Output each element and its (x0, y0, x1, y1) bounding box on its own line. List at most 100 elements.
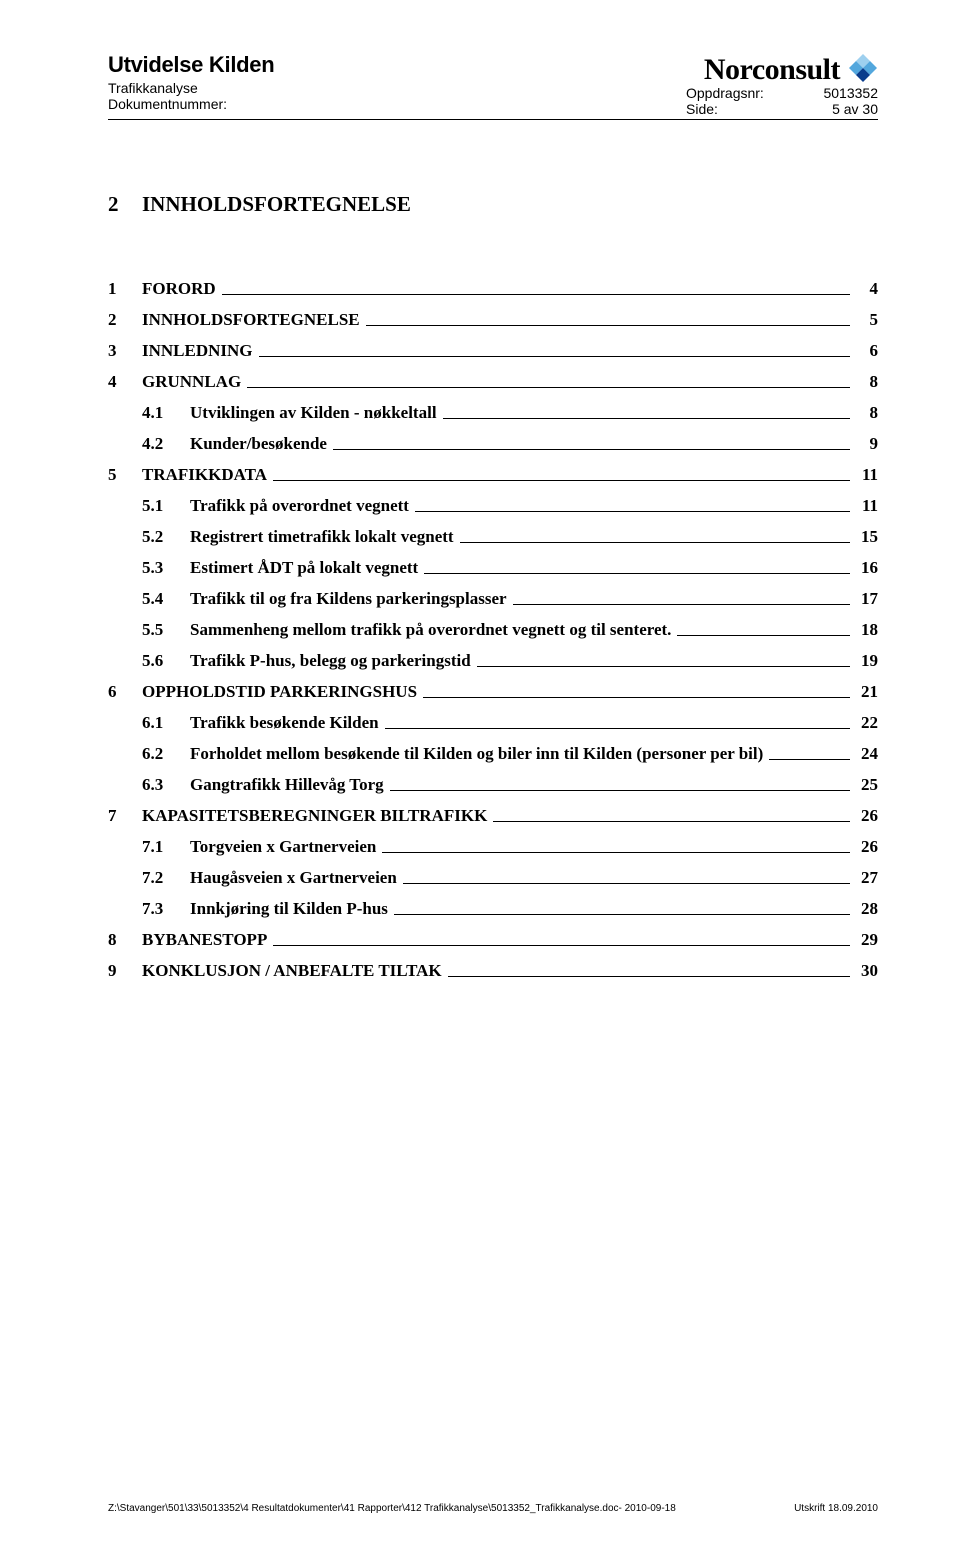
toc-label: Forholdet mellom besøkende til Kilden og… (190, 744, 769, 764)
toc-number: 5.2 (142, 527, 190, 547)
toc-leader (273, 480, 850, 481)
toc-number: 6.2 (142, 744, 190, 764)
toc-number: 5.1 (142, 496, 190, 516)
toc-leader (493, 821, 850, 822)
header-left: Utvidelse Kilden Trafikkanalyse Dokument… (108, 52, 274, 112)
toc-leader (460, 542, 850, 543)
toc-leader (403, 883, 850, 884)
toc-heading-number: 2 (108, 192, 142, 217)
toc-leader (424, 573, 850, 574)
toc-page-number: 21 (854, 682, 878, 702)
toc-number: 7.3 (142, 899, 190, 919)
toc-row: 5TRAFIKKDATA 11 (108, 465, 878, 485)
toc-leader (443, 418, 850, 419)
toc-row: 6.3Gangtrafikk Hillevåg Torg25 (142, 775, 878, 795)
toc-leader (448, 976, 850, 977)
toc-label: Innkjøring til Kilden P-hus (190, 899, 394, 919)
toc-number: 6 (108, 682, 142, 702)
toc-page-number: 11 (854, 465, 878, 485)
toc-number: 5.3 (142, 558, 190, 578)
toc-row: 9KONKLUSJON / ANBEFALTE TILTAK30 (108, 961, 878, 981)
toc-leader (259, 356, 850, 357)
toc-number: 5.6 (142, 651, 190, 671)
toc-leader (382, 852, 850, 853)
toc-number: 8 (108, 930, 142, 950)
page-header: Utvidelse Kilden Trafikkanalyse Dokument… (108, 52, 878, 117)
toc-label: TRAFIKKDATA (142, 465, 273, 485)
toc-leader (366, 325, 850, 326)
document-subtitle: Trafikkanalyse (108, 80, 274, 96)
toc-label: Trafikk til og fra Kildens parkeringspla… (190, 589, 513, 609)
toc-label: Gangtrafikk Hillevåg Torg (190, 775, 390, 795)
toc-page-number: 16 (854, 558, 878, 578)
header-rule (108, 119, 878, 120)
toc-row: 4.2Kunder/besøkende9 (142, 434, 878, 454)
toc-row: 7KAPASITETSBEREGNINGER BILTRAFIKK26 (108, 806, 878, 826)
toc-row: 8BYBANESTOPP29 (108, 930, 878, 950)
meta-value: 5013352 (814, 85, 878, 101)
toc-number: 6.3 (142, 775, 190, 795)
toc-number: 7 (108, 806, 142, 826)
toc-row: 7.1Torgveien x Gartnerveien26 (142, 837, 878, 857)
toc-body: 1FORORD42INNHOLDSFORTEGNELSE53INNLEDNING… (108, 279, 878, 992)
toc-page-number: 17 (854, 589, 878, 609)
toc-label: BYBANESTOPP (142, 930, 273, 950)
toc-page-number: 27 (854, 868, 878, 888)
toc-label: INNHOLDSFORTEGNELSE (142, 310, 366, 330)
toc-number: 6.1 (142, 713, 190, 733)
header-meta: Oppdragsnr: 5013352 Side: 5 av 30 (686, 85, 878, 117)
toc-heading-text: INNHOLDSFORTEGNELSE (142, 192, 411, 216)
toc-row: 5.2Registrert timetrafikk lokalt vegnett… (142, 527, 878, 547)
toc-page-number: 8 (854, 372, 878, 392)
toc-leader (423, 697, 850, 698)
toc-label: Trafikk på overordnet vegnett (190, 496, 415, 516)
meta-value: 5 av 30 (814, 101, 878, 117)
toc-row: 5.6Trafikk P-hus, belegg og parkeringsti… (142, 651, 878, 671)
brand-name: Norconsult (704, 53, 840, 87)
toc-row: 6OPPHOLDSTID PARKERINGSHUS 21 (108, 682, 878, 702)
toc-leader (273, 945, 850, 946)
toc-row: 5.5Sammenheng mellom trafikk på overordn… (142, 620, 878, 640)
toc-row: 7.3Innkjøring til Kilden P-hus 28 (142, 899, 878, 919)
toc-leader (769, 759, 850, 760)
toc-leader (513, 604, 850, 605)
page-footer: Z:\Stavanger\501\33\5013352\4 Resultatdo… (108, 1503, 878, 1514)
toc-label: Haugåsveien x Gartnerveien (190, 868, 403, 888)
toc-number: 7.2 (142, 868, 190, 888)
toc-label: Estimert ÅDT på lokalt vegnett (190, 558, 424, 578)
toc-leader (390, 790, 850, 791)
toc-number: 5.4 (142, 589, 190, 609)
meta-line: Side: 5 av 30 (686, 101, 878, 117)
toc-row: 6.2Forholdet mellom besøkende til Kilden… (142, 744, 878, 764)
toc-page-number: 11 (854, 496, 878, 516)
toc-page-number: 8 (854, 403, 878, 423)
toc-label: Torgveien x Gartnerveien (190, 837, 382, 857)
toc-heading: 2INNHOLDSFORTEGNELSE (108, 192, 878, 217)
toc-label: INNLEDNING (142, 341, 259, 361)
toc-number: 5.5 (142, 620, 190, 640)
toc-number: 2 (108, 310, 142, 330)
header-sub-lines: Trafikkanalyse Dokumentnummer: (108, 80, 274, 112)
toc-number: 4 (108, 372, 142, 392)
brand-logo-icon (848, 52, 878, 87)
toc-label: Utviklingen av Kilden - nøkkeltall (190, 403, 443, 423)
toc-leader (222, 294, 850, 295)
toc-number: 9 (108, 961, 142, 981)
toc-label: FORORD (142, 279, 222, 299)
toc-row: 1FORORD4 (108, 279, 878, 299)
toc-leader (477, 666, 850, 667)
toc-label: OPPHOLDSTID PARKERINGSHUS (142, 682, 423, 702)
toc-number: 3 (108, 341, 142, 361)
toc-row: 7.2Haugåsveien x Gartnerveien 27 (142, 868, 878, 888)
toc-leader (677, 635, 850, 636)
toc-page-number: 30 (854, 961, 878, 981)
toc-page-number: 24 (854, 744, 878, 764)
toc-page-number: 26 (854, 837, 878, 857)
toc-page-number: 19 (854, 651, 878, 671)
toc-label: GRUNNLAG (142, 372, 247, 392)
toc-page-number: 28 (854, 899, 878, 919)
toc-label: Trafikk besøkende Kilden (190, 713, 385, 733)
toc-number: 1 (108, 279, 142, 299)
toc-number: 5 (108, 465, 142, 485)
toc-label: KAPASITETSBEREGNINGER BILTRAFIKK (142, 806, 493, 826)
